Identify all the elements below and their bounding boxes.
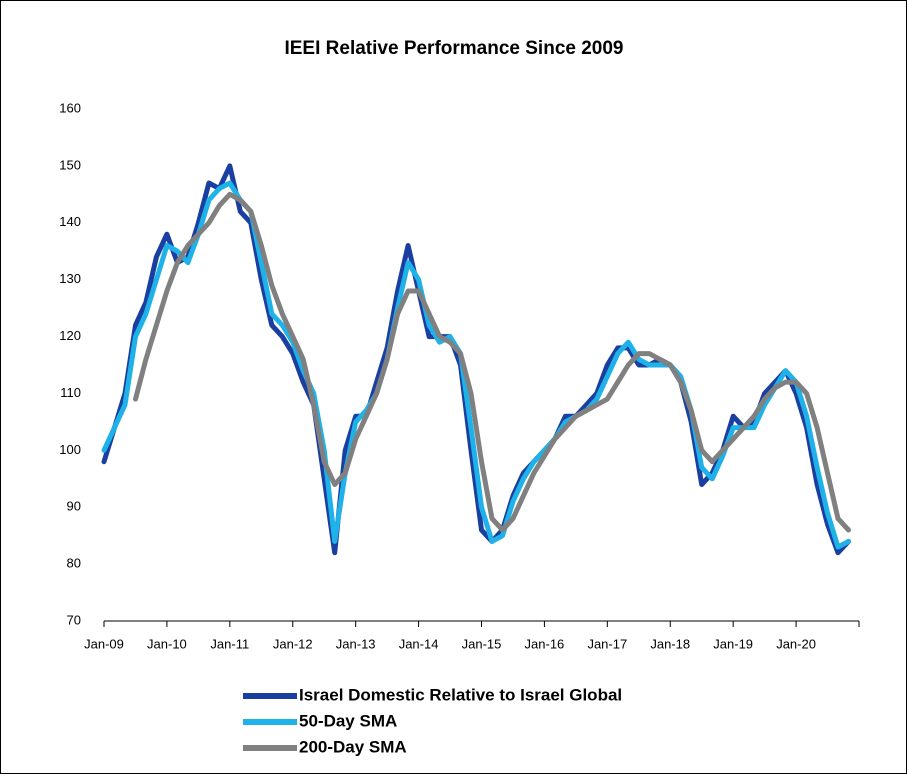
x-tick-label: Jan-10 xyxy=(147,636,187,651)
x-tick-label: Jan-09 xyxy=(84,636,124,651)
chart-title: IEEI Relative Performance Since 2009 xyxy=(284,38,623,59)
y-tick-label: 90 xyxy=(67,499,81,514)
y-tick-label: 110 xyxy=(60,385,81,400)
legend-label: 50-Day SMA xyxy=(299,711,397,730)
series-line xyxy=(133,191,851,533)
x-tick-label: Jan-18 xyxy=(650,636,690,651)
y-tick-label: 70 xyxy=(67,612,81,627)
legend-label: 200-Day SMA xyxy=(299,737,407,756)
y-tick-label: 130 xyxy=(59,271,81,286)
x-tick-label: Jan-14 xyxy=(399,636,439,651)
x-tick-label: Jan-17 xyxy=(587,636,627,651)
x-tick-label: Jan-15 xyxy=(462,636,502,651)
y-tick-label: 100 xyxy=(59,442,81,457)
y-tick-label: 150 xyxy=(59,157,81,172)
y-tick-label: 160 xyxy=(59,100,81,115)
x-tick-label: Jan-11 xyxy=(210,636,249,651)
y-tick-label: 80 xyxy=(67,556,81,571)
x-tick-label: Jan-19 xyxy=(713,636,753,651)
x-tick-label: Jan-16 xyxy=(525,636,565,651)
y-tick-label: 140 xyxy=(59,214,81,229)
y-tick-label: 120 xyxy=(59,328,81,343)
x-tick-label: Jan-12 xyxy=(273,636,313,651)
x-tick-label: Jan-20 xyxy=(776,636,816,651)
x-tick-label: Jan-13 xyxy=(336,636,376,651)
legend-label: Israel Domestic Relative to Israel Globa… xyxy=(299,685,622,704)
series-line xyxy=(101,163,851,556)
